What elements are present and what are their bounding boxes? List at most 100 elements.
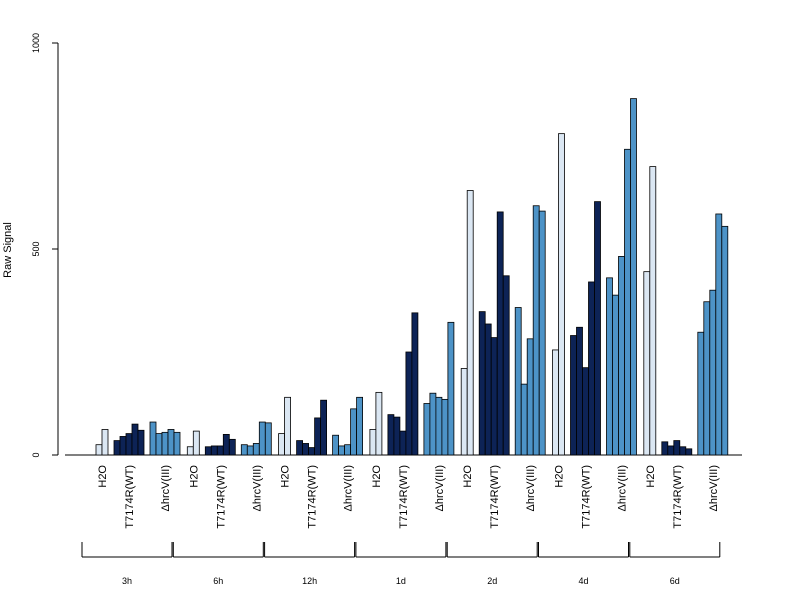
- bar: [661, 441, 669, 456]
- bar: [228, 438, 236, 456]
- bar: [715, 213, 723, 456]
- bar: [496, 211, 504, 456]
- bar: [320, 399, 328, 456]
- timepoint-label: 6h: [213, 576, 223, 586]
- timepoint-label: 3h: [122, 576, 132, 586]
- bar: [460, 368, 468, 456]
- bar: [441, 398, 449, 456]
- bar: [155, 433, 163, 456]
- timepoint-label: 4d: [578, 576, 588, 586]
- bar: [502, 275, 510, 456]
- bar: [490, 337, 498, 456]
- bar: [125, 433, 133, 456]
- bar: [570, 335, 577, 456]
- group-label: T7174R(WT): [215, 465, 227, 529]
- bar: [466, 190, 474, 456]
- bar: [314, 417, 322, 456]
- y-tick-label: 1000: [31, 33, 41, 53]
- bar: [192, 430, 200, 456]
- bar: [344, 444, 352, 456]
- bar: [643, 271, 651, 456]
- bar: [296, 440, 304, 456]
- timepoint-label: 12h: [302, 576, 317, 586]
- bar: [526, 338, 534, 456]
- bar: [216, 445, 224, 456]
- bar: [131, 423, 139, 456]
- bar: [405, 351, 413, 456]
- bar: [538, 210, 546, 456]
- group-label: ΔhrcV(III): [708, 465, 720, 511]
- plot-area: 0 500 1000 H2O T7174R(WT) ΔhrcV(III) 3h H2O T717…: [31, 33, 742, 586]
- bar: [484, 323, 492, 456]
- bar: [264, 422, 272, 456]
- bar: [679, 446, 687, 456]
- bar: [624, 148, 631, 456]
- bar: [113, 440, 121, 456]
- group-label: ΔhrcV(III): [525, 465, 537, 511]
- bar: [222, 433, 230, 456]
- bar: [350, 408, 358, 456]
- bar: [649, 166, 657, 456]
- group-label: ΔhrcV(III): [434, 465, 446, 511]
- bar: [161, 431, 169, 456]
- bar: [612, 294, 619, 456]
- bar: [308, 447, 316, 456]
- bar: [667, 445, 675, 456]
- group-label: T7174R(WT): [398, 465, 410, 529]
- group-label: T7174R(WT): [124, 465, 136, 529]
- bar: [435, 396, 443, 456]
- bar: [356, 396, 364, 456]
- bar: [582, 367, 589, 456]
- group-label: H2O: [462, 465, 474, 488]
- bar: [697, 331, 705, 456]
- bar: [119, 436, 127, 456]
- bar: [246, 445, 254, 456]
- bar: [532, 205, 540, 456]
- group-label: ΔhrcV(III): [160, 465, 172, 511]
- bar: [95, 444, 103, 456]
- bar: [703, 301, 711, 456]
- bar: [101, 429, 109, 456]
- bar: [618, 256, 625, 456]
- bar: [558, 133, 565, 456]
- group-label: H2O: [554, 465, 566, 488]
- bar: [240, 444, 248, 456]
- bar: [576, 326, 583, 456]
- bar: [210, 445, 218, 456]
- bar: [429, 392, 437, 456]
- bar: [399, 430, 407, 456]
- bar: [252, 443, 260, 456]
- timepoint-label: 2d: [487, 576, 497, 586]
- bar: [338, 445, 346, 456]
- bar: [606, 277, 613, 456]
- group-label: H2O: [188, 465, 200, 488]
- bar: [167, 429, 175, 456]
- bar: [204, 446, 212, 456]
- bar: [258, 421, 266, 456]
- bar: [673, 440, 681, 456]
- bar: [173, 431, 181, 456]
- bar: [594, 201, 601, 456]
- bar: [284, 396, 292, 456]
- bar: [447, 321, 455, 456]
- group-label: H2O: [280, 465, 292, 488]
- bar: [478, 311, 486, 456]
- bar: [393, 416, 401, 456]
- group-label: T7174R(WT): [581, 465, 593, 529]
- bar: [514, 307, 522, 456]
- bar: [423, 403, 431, 456]
- bar: [137, 429, 145, 456]
- group-label: ΔhrcV(III): [251, 465, 263, 511]
- bar: [302, 443, 310, 456]
- group-label: ΔhrcV(III): [617, 465, 629, 511]
- timepoint-label: 6d: [670, 576, 680, 586]
- group-label: T7174R(WT): [307, 465, 319, 529]
- bar: [186, 446, 194, 456]
- group-label: T7174R(WT): [489, 465, 501, 529]
- group-label: ΔhrcV(III): [343, 465, 355, 511]
- bar: [685, 448, 693, 456]
- timepoint-label: 1d: [396, 576, 406, 586]
- group-label: H2O: [645, 465, 657, 488]
- group-label: H2O: [371, 465, 383, 488]
